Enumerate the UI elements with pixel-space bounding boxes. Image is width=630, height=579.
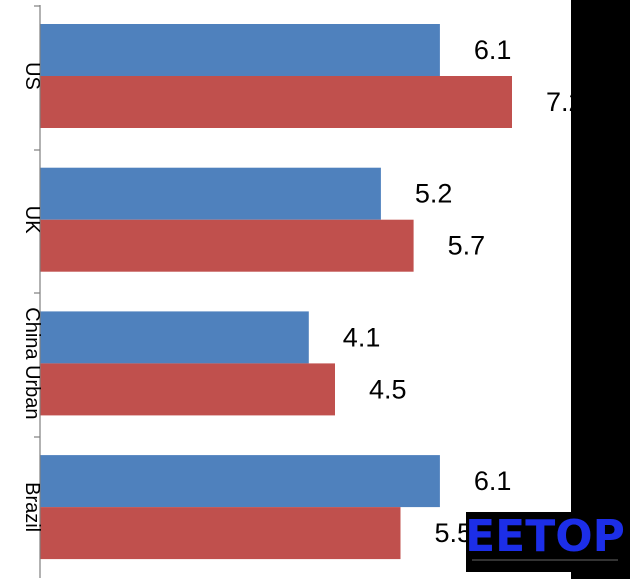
bar — [40, 363, 335, 416]
bar — [40, 76, 512, 128]
value-label: 5.5 — [435, 518, 473, 548]
dark-edge-panel — [571, 0, 630, 579]
watermark-underline — [472, 559, 618, 561]
bar — [40, 311, 309, 364]
bar — [40, 507, 401, 560]
watermark-background — [466, 512, 625, 572]
category-label: China Urban — [21, 307, 43, 419]
category-label: UK — [21, 206, 43, 234]
category-axis — [34, 5, 41, 578]
bars-layer — [40, 24, 512, 560]
bar — [40, 24, 440, 76]
bar — [40, 219, 414, 272]
category-label: US — [21, 62, 43, 90]
bar — [40, 455, 440, 508]
value-label: 4.5 — [369, 374, 407, 404]
watermark-logo: EETOP — [465, 511, 625, 572]
value-label: 5.2 — [415, 179, 453, 209]
value-label: 5.7 — [448, 231, 486, 261]
value-label: 6.1 — [474, 466, 512, 496]
category-labels: US UK China Urban Brazil — [21, 62, 43, 532]
watermark-text: EETOP — [465, 511, 625, 562]
value-label: 6.1 — [474, 35, 512, 65]
category-label: Brazil — [21, 482, 43, 532]
value-labels: 6.17.25.25.74.14.56.15.5 — [343, 35, 584, 548]
bar — [40, 167, 381, 220]
value-label: 4.1 — [343, 322, 381, 352]
